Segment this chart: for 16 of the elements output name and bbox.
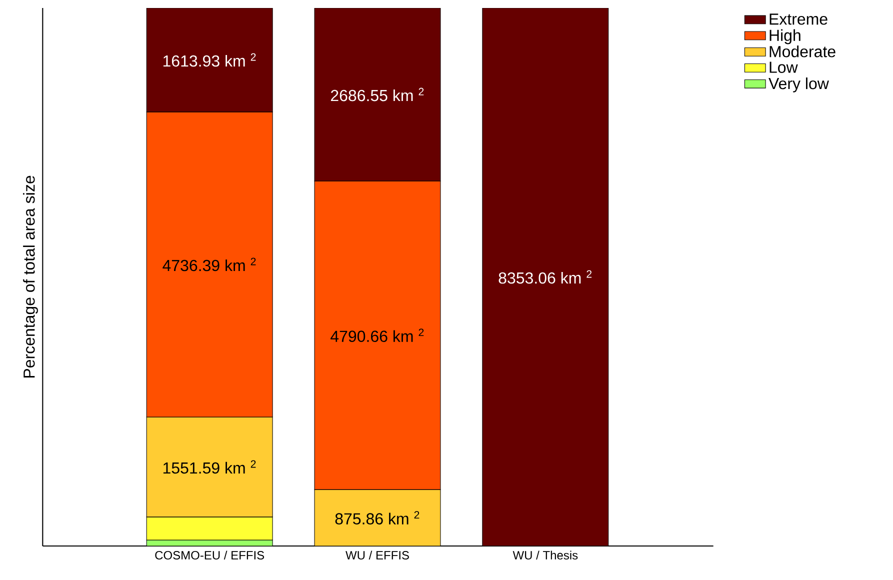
data-label: 2686.55 km $^{2}$ <box>330 88 424 102</box>
data-label: 1613.93 km $^{2}$ <box>163 53 256 67</box>
data-label: 4790.66 km $^{2}$ <box>330 328 424 342</box>
x-tick-label: WU / EFFIS <box>346 550 409 560</box>
legend-label: Very low <box>768 77 829 92</box>
legend-label: Extreme <box>770 14 828 25</box>
x-tick-label: WU / Thesis <box>512 550 578 560</box>
y-axis-title: Percentage of total area size <box>23 176 38 378</box>
data-label: 1551.59 km $^{2}$ <box>163 460 256 474</box>
legend-label: Low <box>770 62 798 73</box>
x-tick-label: COSMO-EU / EFFIS <box>155 550 264 560</box>
data-label: 875.86 km $^{2}$ <box>335 511 420 524</box>
legend-label: High <box>770 29 800 44</box>
legend-label: Moderate <box>770 46 836 58</box>
data-label: 4736.39 km $^{2}$ <box>162 258 256 272</box>
data-label: 8353.06 km $^{2}$ <box>498 270 592 284</box>
